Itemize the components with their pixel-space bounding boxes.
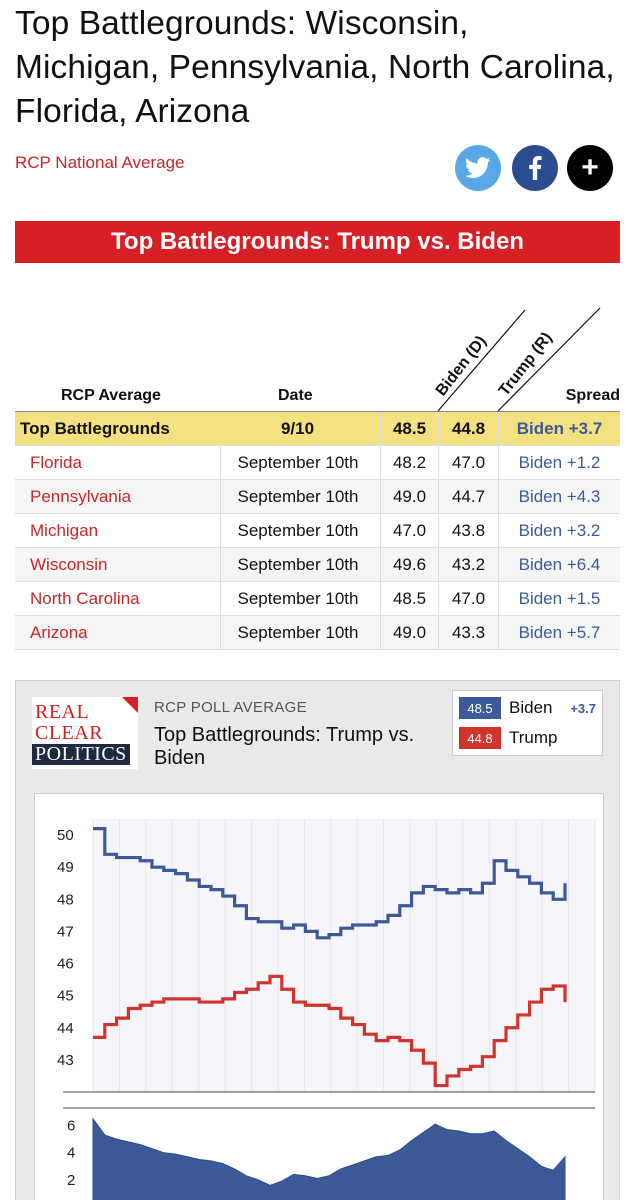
table-header: RCP Average Date Biden (D) Trump (R) Spr… [15, 300, 620, 412]
row-date: September 10th [220, 548, 375, 581]
share-more-button[interactable]: + [567, 145, 613, 191]
y-tick-label: 46 [57, 956, 74, 973]
y-tick-label: 43 [57, 1052, 74, 1069]
y-tick-label: 44 [57, 1020, 74, 1037]
col-header-spread: Spread [565, 387, 620, 404]
row-trump: 43.8 [438, 514, 498, 547]
subheading-link[interactable]: RCP National Average [15, 153, 185, 172]
legend-spread: +3.7 [570, 701, 596, 716]
row-date: September 10th [220, 514, 375, 547]
table-row-top-battlegrounds: Top Battlegrounds 9/10 48.5 44.8 Biden +… [15, 412, 620, 446]
facebook-icon [529, 156, 542, 180]
col-header-rcp-average: RCP Average [61, 387, 161, 404]
widget-title: Top Battlegrounds: Trump vs. Biden [154, 724, 415, 769]
logo-word-clear: CLEAR [35, 722, 104, 744]
row-biden: 48.5 [380, 412, 438, 445]
share-twitter-button[interactable] [455, 145, 501, 191]
header-diagonal-lines [437, 307, 601, 412]
row-biden: 48.2 [380, 446, 438, 479]
chart-plot-area[interactable]: 50 49 48 47 46 45 44 43 6 4 2 [34, 793, 604, 1200]
row-trump: 44.8 [438, 412, 498, 445]
legend-biden-value: 48.5 [459, 697, 501, 719]
poll-line-chart: 50 49 48 47 46 45 44 43 6 4 2 [57, 819, 596, 1200]
y-tick-label: 47 [57, 923, 74, 940]
legend-trump-value: 44.8 [459, 727, 501, 749]
legend-trump-name: Trump [509, 728, 558, 747]
poll-average-widget: REAL CLEAR POLITICS RCP POLL AVERAGE Top… [15, 680, 620, 1200]
y-tick-label: 50 [57, 827, 74, 844]
row-trump: 43.2 [438, 548, 498, 581]
row-name-link[interactable]: North Carolina [30, 589, 140, 608]
row-date: September 10th [220, 480, 375, 513]
row-spread: Biden +1.5 [498, 582, 620, 615]
realclearpolitics-logo[interactable]: REAL CLEAR POLITICS [32, 697, 138, 769]
row-trump: 44.7 [438, 480, 498, 513]
row-biden: 47.0 [380, 514, 438, 547]
row-biden: 49.6 [380, 548, 438, 581]
y-tick-label: 45 [57, 988, 74, 1005]
row-date: 9/10 [280, 419, 315, 438]
row-biden: 48.5 [380, 582, 438, 615]
table-row[interactable]: Pennsylvania September 10th 49.0 44.7 Bi… [15, 480, 620, 514]
row-trump: 47.0 [438, 582, 498, 615]
y-tick-label: 49 [57, 859, 74, 876]
section-banner: Top Battlegrounds: Trump vs. Biden [15, 221, 620, 263]
widget-kicker: RCP POLL AVERAGE [154, 699, 307, 716]
row-name-link[interactable]: Michigan [30, 521, 99, 540]
row-spread: Biden +3.7 [498, 412, 620, 445]
row-spread: Biden +3.2 [498, 514, 620, 547]
legend-trump: 44.8 Trump [459, 726, 558, 750]
row-name-link[interactable]: Arizona [30, 623, 88, 642]
row-date: September 10th [220, 446, 375, 479]
col-header-date: Date [278, 387, 313, 404]
series-line-trump [93, 974, 567, 1088]
legend-biden: 48.5 Biden [459, 696, 552, 720]
logo-word-real: REAL [35, 701, 90, 723]
row-name: Top Battlegrounds [20, 419, 170, 438]
spread-y-tick-label: 6 [67, 1118, 75, 1135]
logo-word-politics: POLITICS [32, 744, 130, 765]
row-spread: Biden +5.7 [498, 616, 620, 649]
row-spread: Biden +6.4 [498, 548, 620, 581]
twitter-icon [465, 157, 491, 178]
plot-background [93, 819, 595, 1092]
legend-biden-name: Biden [509, 698, 553, 717]
spread-y-tick-label: 4 [67, 1145, 75, 1162]
row-name-link[interactable]: Wisconsin [30, 555, 108, 574]
table-row[interactable]: Arizona September 10th 49.0 43.3 Biden +… [15, 616, 620, 650]
table-row[interactable]: Michigan September 10th 47.0 43.8 Biden … [15, 514, 620, 548]
row-biden: 49.0 [380, 480, 438, 513]
row-biden: 49.0 [380, 616, 438, 649]
row-name-link[interactable]: Pennsylvania [30, 487, 132, 506]
row-spread: Biden +1.2 [498, 446, 620, 479]
plus-icon: + [581, 151, 599, 184]
row-date: September 10th [220, 616, 375, 649]
chart-legend: 48.5 Biden +3.7 44.8 Trump [452, 690, 603, 756]
spread-y-tick-label: 2 [67, 1172, 75, 1189]
page-title: Top Battlegrounds: Wisconsin, Michigan, … [15, 5, 615, 130]
row-trump: 43.3 [438, 616, 498, 649]
row-trump: 47.0 [438, 446, 498, 479]
spread-area [92, 1117, 566, 1200]
row-spread: Biden +4.3 [498, 480, 620, 513]
y-tick-label: 48 [57, 891, 74, 908]
table-row[interactable]: Florida September 10th 48.2 47.0 Biden +… [15, 446, 620, 480]
logo-corner [122, 697, 138, 713]
table-row[interactable]: North Carolina September 10th 48.5 47.0 … [15, 582, 620, 616]
row-date: September 10th [220, 582, 375, 615]
table-row[interactable]: Wisconsin September 10th 49.6 43.2 Biden… [15, 548, 620, 582]
row-name-link[interactable]: Florida [30, 453, 82, 472]
share-facebook-button[interactable] [512, 145, 558, 191]
series-line-biden [93, 827, 567, 940]
